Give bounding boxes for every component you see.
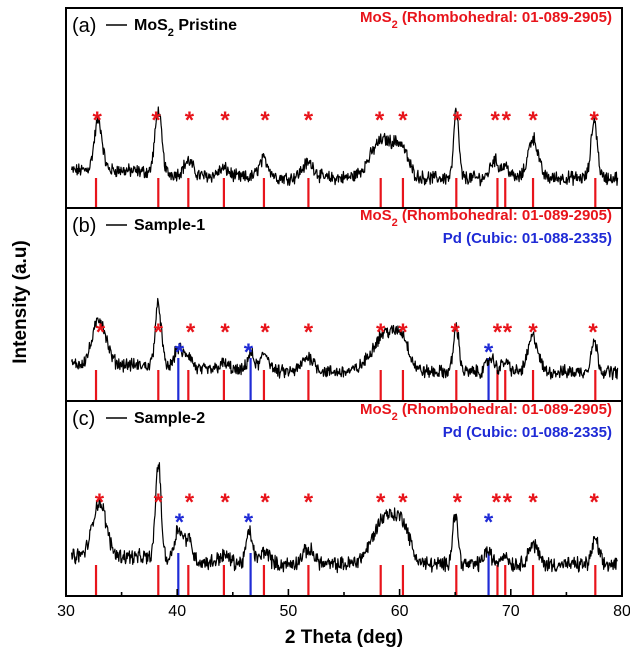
x-tick-label: 40	[168, 603, 186, 620]
reference-legend: Pd (Cubic: 01-088-2335)	[443, 424, 612, 441]
x-axis-label: 2 Theta (deg)	[285, 627, 403, 648]
pd-peak-marker: *	[244, 339, 254, 366]
mos2-peak-marker: *	[375, 107, 385, 134]
mos2-peak-marker: *	[502, 107, 512, 134]
mos2-peak-marker: *	[220, 319, 230, 346]
mos2-peak-marker: *	[260, 319, 270, 346]
mos2-peak-marker: *	[453, 107, 463, 134]
pd-peak-marker: *	[175, 339, 185, 366]
mos2-peak-marker: *	[528, 107, 538, 134]
xrd-trace	[71, 297, 619, 381]
mos2-peak-marker: *	[491, 107, 501, 134]
series-name: Sample-1	[134, 217, 205, 234]
mos2-peak-marker: *	[95, 489, 105, 516]
mos2-peak-marker: *	[376, 489, 386, 516]
pd-peak-marker: *	[484, 509, 494, 536]
mos2-peak-marker: *	[151, 107, 161, 134]
mos2-peak-marker: *	[398, 489, 408, 516]
mos2-peak-marker: *	[154, 319, 164, 346]
mos2-peak-marker: *	[590, 489, 600, 516]
mos2-peak-marker: *	[260, 489, 270, 516]
mos2-peak-marker: *	[186, 319, 196, 346]
series-name: MoS2 Pristine	[134, 17, 237, 39]
mos2-peak-marker: *	[304, 489, 314, 516]
x-axis: 30 40 50 60 70 80	[57, 589, 630, 620]
mos2-peak-marker: *	[492, 489, 502, 516]
mos2-peak-marker: *	[493, 319, 503, 346]
mos2-peak-marker: *	[185, 489, 195, 516]
mos2-peak-marker: *	[453, 489, 463, 516]
panels-layer: * * * * * * * * * * * * *(a) MoS2 Pristine MoS2 (Rhomb…	[71, 9, 619, 596]
pd-peak-marker: *	[175, 509, 185, 536]
x-tick-label: 30	[57, 603, 75, 620]
panel-label: (c)	[72, 408, 95, 430]
mos2-peak-marker: *	[590, 107, 600, 134]
mos2-peak-marker: *	[451, 319, 461, 346]
reference-legend: MoS2 (Rhombohedral: 01-089-2905)	[360, 401, 612, 423]
xrd-trace	[71, 106, 619, 187]
mos2-peak-marker: *	[220, 107, 230, 134]
x-tick-label: 80	[613, 603, 630, 620]
y-axis-label: Intensity (a.u)	[10, 240, 31, 364]
mos2-peak-marker: *	[96, 319, 106, 346]
series-name: Sample-2	[134, 410, 205, 427]
panel-label: (a)	[72, 15, 96, 37]
mos2-peak-marker: *	[528, 489, 538, 516]
xrd-trace	[71, 462, 618, 574]
mos2-peak-marker: *	[92, 107, 102, 134]
plot-frame	[65, 7, 623, 597]
mos2-peak-marker: *	[503, 489, 513, 516]
mos2-peak-marker: *	[398, 319, 408, 346]
reference-legend: MoS2 (Rhombohedral: 01-089-2905)	[360, 9, 612, 31]
mos2-peak-marker: *	[220, 489, 230, 516]
pd-peak-marker: *	[484, 339, 494, 366]
panel-label: (b)	[72, 215, 96, 237]
pd-peak-marker: *	[244, 509, 254, 536]
mos2-peak-marker: *	[185, 107, 195, 134]
mos2-peak-marker: *	[154, 489, 164, 516]
mos2-peak-marker: *	[528, 319, 538, 346]
mos2-peak-marker: *	[304, 107, 314, 134]
mos2-peak-marker: *	[503, 319, 513, 346]
reference-legend: MoS2 (Rhombohedral: 01-089-2905)	[360, 207, 612, 229]
mos2-peak-marker: *	[588, 319, 598, 346]
mos2-peak-marker: *	[398, 107, 408, 134]
reference-legend: Pd (Cubic: 01-088-2335)	[443, 230, 612, 247]
mos2-peak-marker: *	[376, 319, 386, 346]
x-tick-label: 50	[280, 603, 298, 620]
x-tick-label: 60	[391, 603, 409, 620]
x-tick-label: 70	[502, 603, 520, 620]
panel-1: * * * * * * * * * * * * *(a) MoS2 Pristine MoS2 (Rhomb…	[71, 9, 619, 208]
mos2-peak-marker: *	[304, 319, 314, 346]
mos2-peak-marker: *	[260, 107, 270, 134]
